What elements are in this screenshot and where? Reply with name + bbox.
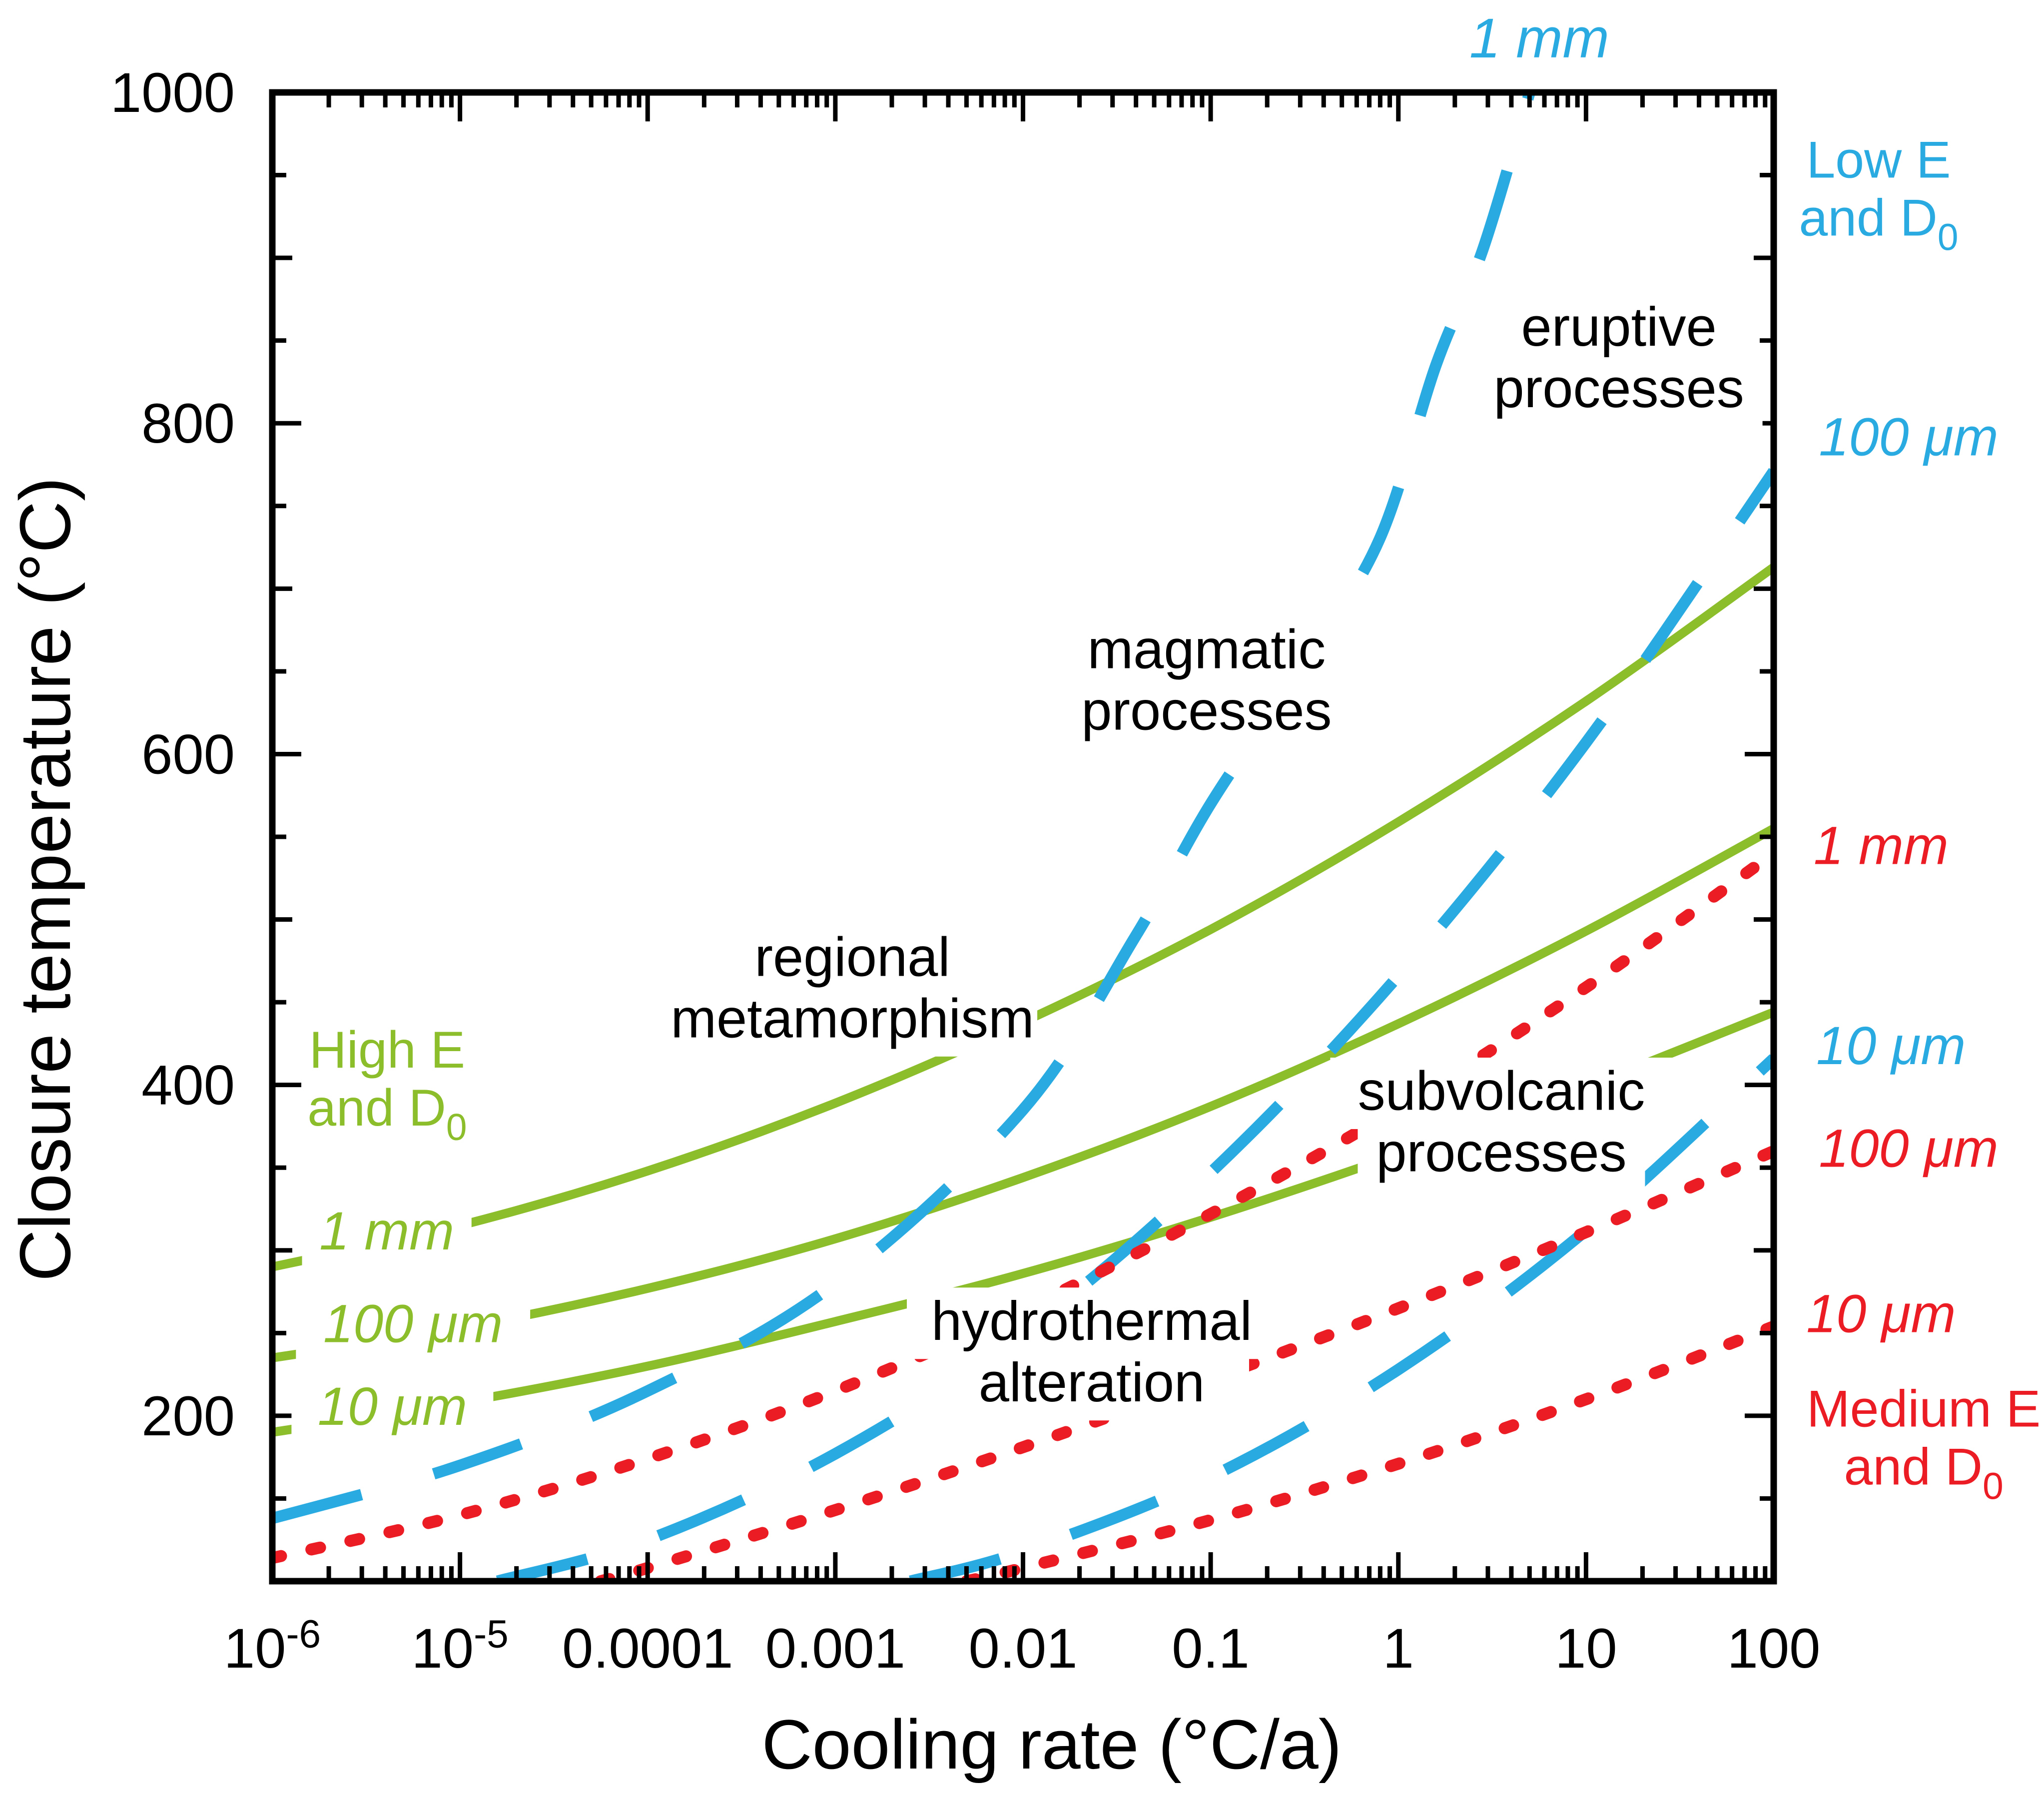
- x-tick-label: 0.01: [969, 1617, 1078, 1680]
- annotation-label-medium-e-1mm: 1 mm: [1814, 815, 1949, 875]
- label-mask-regional-metamorphism: [668, 985, 1038, 1057]
- x-tick-label: 0.0001: [562, 1617, 733, 1680]
- annotation-hydrothermal-alteration: hydrothermal: [931, 1290, 1252, 1352]
- annotation-magmatic-processes: processes: [1081, 680, 1332, 741]
- y-axis-title: Closure temperature (°C): [5, 477, 85, 1281]
- annotation-label-high-e-10um: 10 μm: [318, 1376, 467, 1436]
- label-mask-eruptive-processes: [1489, 293, 1749, 365]
- x-tick-label: 100: [1727, 1617, 1821, 1680]
- annotation-magmatic-processes: magmatic: [1087, 618, 1326, 680]
- y-tick-label: 800: [141, 392, 235, 455]
- axes-layer: [269, 89, 1777, 1585]
- annotation-label-low-e-10um: 10 μm: [1816, 1015, 1966, 1076]
- annotation-layer: eruptiveprocessesmagmaticprocessesregion…: [307, 7, 2041, 1507]
- label-mask-label-high-e-10um: [291, 1373, 494, 1444]
- label-mask-layer: [291, 293, 1763, 1444]
- label-mask-hydrothermal-alteration: [934, 1349, 1249, 1421]
- tick-label-layer: 10-6 10-5 0.0001 0.001 0.01 0.1 1 10 100 200 400 60…: [5, 61, 1820, 1784]
- annotation-label-high-e-and-d0: and D0: [307, 1079, 467, 1148]
- annotation-label-medium-e-and-d0: and D0: [1844, 1438, 2004, 1507]
- label-mask-regional-metamorphism: [722, 923, 983, 995]
- annotation-regional-metamorphism: regional: [754, 926, 950, 988]
- annotation-label-low-e-and-d0: and D0: [1799, 189, 1958, 258]
- label-mask-label-high-e-1mm: [302, 1198, 472, 1268]
- annotation-label-high-e-1mm: 1 mm: [319, 1201, 454, 1261]
- annotation-label-low-e-100um: 100 μm: [1819, 407, 1998, 467]
- annotation-label-medium-e-10um: 10 μm: [1806, 1283, 1956, 1343]
- x-tick-label: 10-6: [224, 1612, 321, 1680]
- label-mask-magmatic-processes: [1076, 615, 1337, 687]
- x-tick-label: 0.001: [765, 1617, 905, 1680]
- label-mask-magmatic-processes: [1063, 677, 1351, 749]
- x-tick-label: 10-5: [411, 1612, 508, 1680]
- series-low-e-100um: [496, 468, 1774, 1581]
- annotation-regional-metamorphism: metamorphism: [671, 988, 1034, 1049]
- y-tick-label: 600: [141, 723, 235, 785]
- annotation-eruptive-processes: processes: [1493, 358, 1744, 419]
- annotation-label-medium-e-100um: 100 μm: [1819, 1118, 1998, 1178]
- label-mask-label-high-e-100um: [296, 1290, 531, 1361]
- label-mask-subvolcanic-processes: [1330, 1058, 1673, 1130]
- annotation-label-high-e-100um: 100 μm: [323, 1293, 503, 1353]
- annotation-hydrothermal-alteration: alteration: [979, 1352, 1205, 1413]
- x-tick-label: 1: [1383, 1617, 1414, 1680]
- label-mask-subvolcanic-processes: [1358, 1119, 1645, 1191]
- annotation-eruptive-processes: eruptive: [1521, 296, 1716, 358]
- x-tick-label: 0.1: [1172, 1617, 1250, 1680]
- y-tick-label: 400: [141, 1054, 235, 1117]
- annotation-label-low-e-1mm-top: 1 mm: [1469, 7, 1609, 69]
- y-tick-label: 200: [141, 1385, 235, 1447]
- annotation-subvolcanic-processes: processes: [1376, 1122, 1626, 1184]
- y-tick-label: 1000: [110, 61, 235, 124]
- series-low-e-1mm: [272, 92, 1535, 1524]
- label-mask-eruptive-processes: [1475, 355, 1763, 427]
- series-medium-e-10um: [960, 1320, 1774, 1581]
- annotation-label-low-e-and-d0: Low E: [1806, 131, 1951, 189]
- x-tick-label: 10: [1555, 1617, 1617, 1680]
- x-axis-title: Cooling rate (°C/a): [762, 1705, 1342, 1784]
- annotation-label-medium-e-and-d0: Medium E: [1807, 1380, 2041, 1438]
- annotation-label-high-e-and-d0: High E: [309, 1021, 465, 1079]
- label-mask-hydrothermal-alteration: [906, 1287, 1277, 1359]
- annotation-subvolcanic-processes: subvolcanic: [1358, 1061, 1645, 1122]
